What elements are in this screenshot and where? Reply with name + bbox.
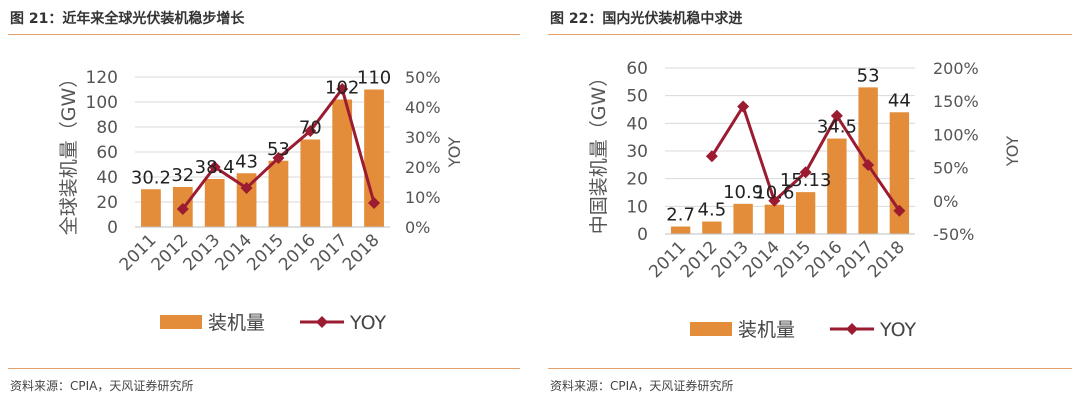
y2-tick-label: 40% — [405, 98, 441, 117]
bar — [204, 179, 225, 227]
y-tick-label: 10 — [626, 197, 648, 217]
y2-tick-label: 10% — [405, 188, 441, 207]
y2-axis-title: YOY — [445, 137, 464, 169]
bar — [795, 192, 816, 234]
bar-data-label: 70 — [299, 118, 322, 139]
y-axis-title: 全球装机量（GW） — [58, 69, 80, 236]
y-tick-label: 40 — [626, 114, 648, 134]
y-tick-label: 50 — [626, 87, 648, 107]
yoy-marker — [799, 166, 812, 179]
figure-title: 图 22：国内光伏装机稳中求进 — [550, 11, 743, 27]
figure-title: 图 21：近年来全球光伏装机稳步增长 — [10, 11, 245, 27]
legend-line-label: YOY — [879, 319, 916, 341]
bar — [236, 173, 257, 227]
y-tick-label: 60 — [626, 59, 648, 79]
y-axis-title: 中国装机量（GW） — [588, 68, 610, 235]
source-note: 资料来源：CPIA，天风证券研究所 — [10, 379, 194, 393]
bar-data-label: 4.5 — [698, 200, 727, 221]
legend-bar-swatch — [690, 322, 732, 336]
bar — [670, 226, 691, 234]
yoy-marker — [737, 100, 750, 113]
bar-data-label: 32 — [171, 165, 194, 186]
bar-data-label: 44 — [888, 90, 911, 111]
legend-bar-label: 装机量 — [208, 312, 265, 334]
yoy-marker — [768, 194, 781, 207]
y2-tick-label: 100% — [933, 125, 979, 144]
legend-line-label: YOY — [349, 312, 386, 334]
chart-panel-china: 图 22：国内光伏装机稳中求进 0 10 20 30 40 50 60 -50% 0% 50% 10… — [540, 0, 1080, 403]
bar — [364, 89, 384, 227]
source-divider — [548, 368, 1072, 369]
yoy-marker — [893, 204, 906, 217]
y2-tick-label: 50% — [405, 68, 441, 87]
yoy-marker — [272, 152, 285, 164]
legend-line-marker — [316, 316, 328, 328]
bar-data-label: 53 — [857, 65, 880, 86]
yoy-marker — [208, 161, 221, 173]
bar-data-label: 102 — [325, 78, 359, 99]
yoy-marker — [176, 203, 189, 215]
y-tick-label: 100 — [86, 93, 118, 113]
y2-axis-title: YOY — [1003, 136, 1022, 168]
y-tick-label: 20 — [626, 170, 648, 190]
bar-data-label: 15.13 — [780, 170, 832, 191]
bar-data-label: 30.2 — [131, 167, 171, 188]
source-note: 资料来源：CPIA，天风证券研究所 — [550, 379, 734, 393]
bar — [268, 160, 289, 227]
bar — [827, 138, 847, 234]
bar — [300, 139, 321, 227]
yoy-marker — [862, 158, 875, 171]
bar — [332, 99, 353, 227]
source-divider — [8, 368, 520, 369]
bar-data-label: 43 — [235, 151, 258, 172]
legend-bar-label: 装机量 — [738, 319, 795, 341]
legend-line-marker — [846, 323, 858, 335]
bar-data-label: 34.5 — [817, 117, 857, 138]
y2-tick-label: 20% — [405, 158, 441, 177]
title-divider — [8, 34, 520, 35]
bar-data-label: 10.9 — [723, 182, 763, 203]
yoy-marker — [304, 125, 317, 137]
bar — [141, 189, 161, 227]
y-tick-label: 0 — [637, 225, 648, 245]
china-capacity-chart: 0 10 20 30 40 50 60 -50% 0% 50% 100% 150% 200% 中国装机量（… — [588, 59, 1022, 341]
y-tick-label: 0 — [107, 218, 118, 238]
title-divider — [548, 34, 1072, 35]
y2-tick-label: 150% — [933, 92, 979, 111]
y-tick-label: 80 — [96, 118, 118, 138]
yoy-marker — [830, 109, 843, 122]
y2-tick-label: 0% — [405, 218, 430, 237]
bar — [733, 203, 753, 234]
bar — [702, 221, 722, 234]
yoy-marker — [336, 83, 349, 95]
y2-tick-label: 30% — [405, 128, 441, 147]
yoy-marker — [705, 150, 718, 163]
y-tick-label: 30 — [626, 142, 648, 162]
x-tick-label: 2018 — [864, 237, 909, 282]
y2-tick-label: 50% — [933, 159, 969, 178]
bar-data-label: 10.6 — [754, 183, 794, 204]
bar-data-label: 38.4 — [195, 157, 235, 178]
bar-data-label: 2.7 — [666, 205, 695, 226]
bar-data-label: 110 — [357, 68, 391, 89]
bar — [764, 204, 785, 234]
y-tick-label: 20 — [96, 193, 118, 213]
y2-tick-label: -50% — [933, 225, 974, 244]
y2-tick-label: 0% — [933, 192, 958, 211]
bar-data-label: 53 — [267, 139, 290, 160]
legend-bar-swatch — [160, 315, 202, 329]
y2-tick-label: 200% — [933, 59, 979, 78]
yoy-marker — [240, 182, 253, 194]
y-tick-label: 60 — [96, 143, 118, 163]
chart-panel-global: 图 21：近年来全球光伏装机稳步增长 0 20 40 60 80 100 120 0% 10% 2… — [0, 0, 528, 403]
global-capacity-chart: 0 20 40 60 80 100 120 0% 10% 20% 30% 40% 50% 全球装机量（GW… — [58, 68, 464, 335]
yoy-marker — [368, 197, 381, 209]
x-tick-label: 2018 — [339, 230, 384, 275]
y-tick-label: 40 — [96, 168, 118, 188]
y-tick-label: 120 — [86, 68, 118, 88]
